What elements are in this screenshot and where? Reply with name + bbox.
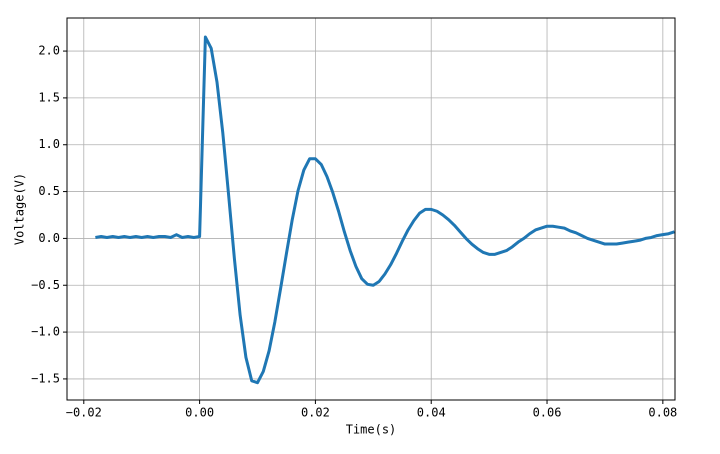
y-tick-label: 0.5 xyxy=(38,184,60,198)
y-tick-label: 1.5 xyxy=(38,90,60,104)
y-tick-label: 1.0 xyxy=(38,137,60,151)
plot-frame xyxy=(66,17,676,401)
y-tick-label: 0.0 xyxy=(38,231,60,245)
x-tick-label: 0.06 xyxy=(533,406,562,420)
data-line xyxy=(95,35,675,385)
x-tick-label: 0.08 xyxy=(648,406,677,420)
y-tick-label: 2.0 xyxy=(38,44,60,58)
y-tick-label: −1.5 xyxy=(31,371,60,385)
x-tick-label: −0.02 xyxy=(66,406,102,420)
y-tick-label: −0.5 xyxy=(31,278,60,292)
x-axis-label: Time(s) xyxy=(346,423,397,437)
y-tick-label: −1.0 xyxy=(31,325,60,339)
y-axis-label: Voltage(V) xyxy=(13,173,27,245)
x-tick-label: 0.00 xyxy=(185,406,214,420)
x-tick-label: 0.02 xyxy=(301,406,330,420)
x-tick-label: 0.04 xyxy=(417,406,446,420)
